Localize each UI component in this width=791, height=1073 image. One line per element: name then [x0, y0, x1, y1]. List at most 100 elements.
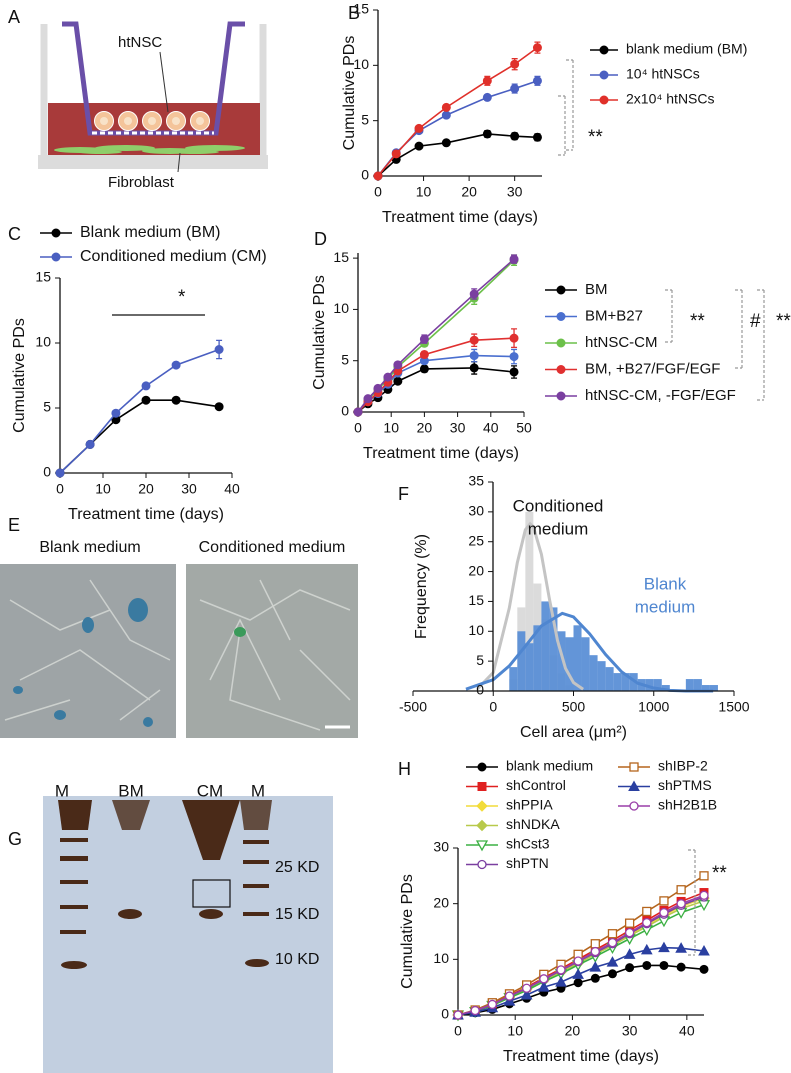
marker [572, 968, 584, 979]
panel-label: H [398, 759, 411, 779]
marker [573, 978, 583, 988]
histogram-bar [613, 673, 622, 691]
histogram-bar [525, 643, 534, 691]
y-axis-title: Cumulative PDs [311, 275, 328, 390]
legend-label: shNDKA [506, 816, 560, 832]
marker [141, 395, 151, 405]
legend-label: shCst3 [506, 836, 550, 852]
y-tick-label: 5 [476, 652, 484, 668]
x-axis-title: Treatment time (days) [363, 445, 519, 462]
marker [607, 969, 617, 979]
y-axis-title: Frequency (%) [413, 534, 430, 639]
marker [642, 960, 652, 970]
legend-label: Blank medium (BM) [80, 224, 220, 241]
y-tick-label: 5 [361, 111, 369, 127]
marker [699, 890, 709, 900]
micrograph-title: Conditioned medium [199, 539, 346, 556]
x-tick-label: 30 [450, 420, 466, 436]
histogram-bar [645, 679, 654, 691]
marker [383, 372, 393, 382]
x-tick-label: 20 [565, 1023, 581, 1039]
histogram-bar [709, 685, 718, 691]
legend-label: BM, +B27/FGF/EGF [585, 360, 720, 377]
cells [94, 111, 210, 131]
marker [556, 338, 566, 348]
histogram-bar [573, 625, 582, 691]
micrograph [0, 564, 176, 738]
marker [373, 383, 383, 393]
gel-bands [58, 800, 272, 969]
marker [55, 468, 65, 478]
y-tick-label: 15 [333, 249, 349, 265]
y-tick-label: 10 [433, 950, 449, 966]
histogram-bar [693, 679, 702, 691]
x-axis-title: Treatment time (days) [503, 1048, 659, 1065]
marker [629, 762, 639, 772]
y-tick-label: 0 [43, 464, 51, 480]
marker [676, 885, 686, 895]
marker [599, 45, 609, 55]
marker [469, 335, 479, 345]
marker [214, 345, 224, 354]
marker [556, 365, 566, 374]
stained-cells [13, 598, 153, 727]
y-tick-label: 15 [35, 269, 51, 285]
marker [441, 110, 451, 120]
marker [509, 254, 519, 264]
x-axis-title: Treatment time (days) [382, 209, 538, 226]
marker [659, 960, 669, 970]
marker [698, 944, 710, 956]
legend-label: Conditioned medium (CM) [80, 248, 267, 265]
micrograph [186, 564, 358, 738]
x-tick-label: 1500 [718, 699, 749, 715]
y-tick-label: 5 [43, 399, 51, 415]
annotation: ** [712, 863, 727, 884]
marker [453, 1010, 463, 1020]
marker [589, 961, 602, 972]
y-tick-label: 30 [468, 503, 484, 519]
marker [477, 762, 487, 772]
marker-label: 25 KD [275, 859, 319, 876]
histogram-bar [597, 661, 606, 691]
marker [539, 974, 549, 984]
series-line [357, 337, 515, 413]
histogram-bar [653, 679, 662, 691]
x-tick-label: 500 [562, 699, 586, 715]
series-line [59, 348, 220, 474]
y-tick-label: 20 [468, 562, 484, 578]
y-tick-label: 0 [476, 682, 484, 698]
panel-label: C [8, 224, 21, 244]
annotation: ** [776, 311, 791, 332]
panel-label: F [398, 484, 409, 504]
series-label: medium [635, 597, 695, 616]
x-tick-label: 50 [516, 420, 532, 436]
histogram-bar [701, 685, 710, 691]
histogram-bar [557, 631, 566, 691]
histogram-bar [517, 631, 526, 691]
x-tick-label: 30 [181, 481, 197, 497]
series-line [59, 399, 220, 474]
series-line [377, 80, 538, 177]
x-tick-label: 40 [483, 420, 499, 436]
marker [214, 402, 224, 412]
marker [556, 965, 566, 975]
marker [509, 352, 519, 362]
y-tick-label: 15 [468, 592, 484, 608]
leader-line [177, 152, 181, 173]
annotation: # [750, 311, 761, 332]
marker [623, 948, 636, 959]
fit-curve [465, 611, 714, 693]
marker [699, 871, 709, 881]
marker [510, 131, 520, 141]
marker [555, 976, 567, 987]
marker [509, 367, 519, 377]
y-tick-label: 10 [35, 334, 51, 350]
marker [628, 780, 640, 791]
marker-label: 15 KD [275, 906, 319, 923]
y-tick-label: 20 [433, 894, 449, 910]
y-tick-label: 5 [341, 351, 349, 367]
marker [476, 800, 488, 812]
diagram-label: Fibroblast [108, 174, 175, 191]
histogram-bar [533, 625, 542, 691]
marker [510, 84, 520, 94]
